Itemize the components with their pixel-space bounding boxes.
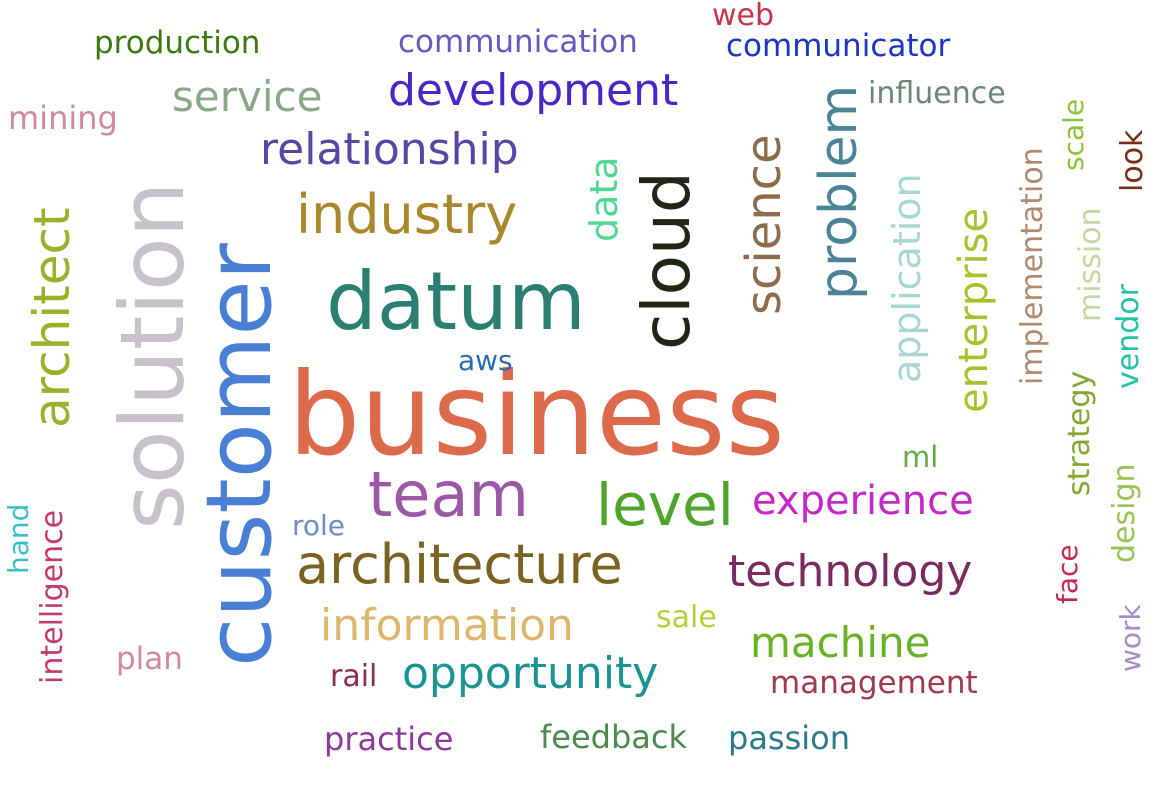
word-customer: customer [187,243,292,667]
word-technology: technology [728,546,973,597]
word-face: face [1051,544,1084,604]
word-enterprise: enterprise [951,207,997,413]
word-plan: plan [116,641,183,677]
word-look: look [1115,129,1150,192]
word-architecture: architecture [296,533,623,596]
word-industry: industry [296,183,518,246]
word-team: team [368,458,529,531]
word-experience: experience [752,478,974,524]
word-relationship: relationship [260,124,519,175]
word-level: level [596,471,734,539]
word-data: data [582,156,626,242]
word-management: management [770,665,978,701]
word-intelligence: intelligence [35,509,70,684]
word-role: role [292,509,346,542]
word-sale: sale [656,600,717,635]
word-aws: aws [458,344,513,377]
word-opportunity: opportunity [402,648,659,699]
word-service: service [172,72,323,121]
word-scale: scale [1057,98,1090,171]
word-information: information [320,600,574,651]
word-ml: ml [902,440,939,474]
word-problem: problem [809,84,869,300]
word-solution: solution [101,181,204,530]
word-hand: hand [2,503,35,574]
word-business: business [288,348,785,481]
word-mining: mining [8,99,118,137]
word-passion: passion [728,719,851,757]
word-work: work [1114,604,1147,672]
word-cloud: cloud [628,171,705,350]
word-communication: communication [398,24,638,60]
word-web: web [712,0,775,33]
word-science: science [736,134,792,315]
word-vendor: vendor [1111,284,1146,389]
word-development: development [388,65,679,116]
word-rail: rail [330,659,378,694]
word-application: application [885,173,929,383]
word-feedback: feedback [540,718,687,756]
word-implementation: implementation [1015,147,1050,385]
word-design: design [1107,463,1142,563]
word-communicator: communicator [726,28,951,64]
word-strategy: strategy [1062,370,1097,496]
word-production: production [94,25,261,61]
word-architect: architect [23,207,81,428]
word-machine: machine [750,618,931,667]
word-practice: practice [324,720,454,758]
word-mission: mission [1073,207,1108,322]
word-influence: influence [868,76,1006,111]
word-datum: datum [326,255,586,348]
